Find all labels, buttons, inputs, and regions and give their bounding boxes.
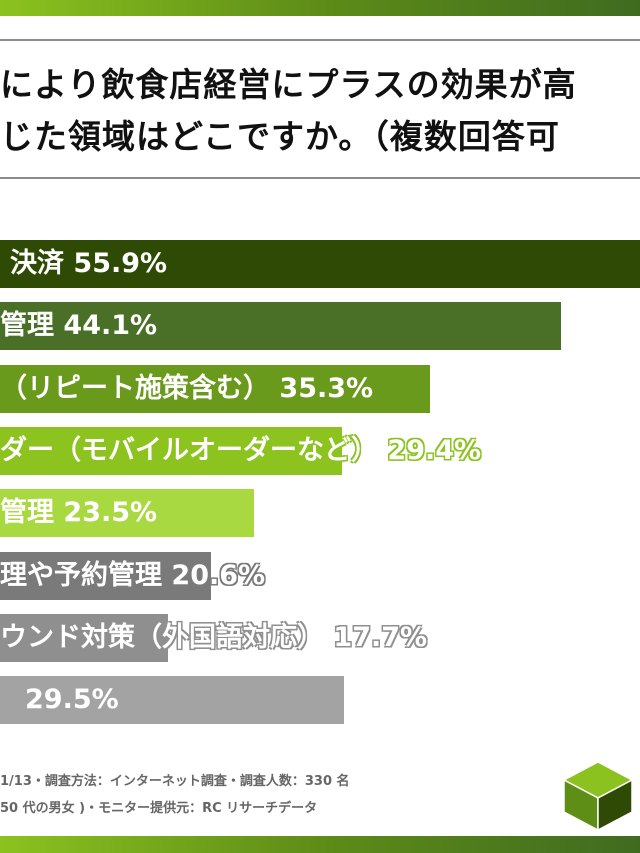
cube-logo-icon (562, 761, 634, 832)
category-label: ウンド対策（外国語対応） (0, 622, 334, 653)
bar-label: 理や予約管理 20.6% (0, 552, 265, 600)
category-label: （リピート施策含む） (0, 373, 280, 404)
bar-label: 管理 44.1% (0, 302, 157, 350)
bar-label: ダー（モバイルオーダーなど） 29.4% (0, 427, 481, 475)
bar (0, 302, 562, 350)
value-label: 44.1% (63, 310, 158, 341)
bar (0, 676, 344, 724)
value-label: 35.3% (279, 373, 374, 404)
bar-label: 管理 23.5% (0, 489, 157, 537)
bar (0, 240, 640, 288)
title-top-rule (0, 39, 640, 41)
top-accent-bar (0, 0, 640, 16)
value-label: 17.7% (333, 622, 428, 653)
footer-line-2: 50 代の男女 )・モニター提供元：RC リサーチデータ (0, 801, 318, 816)
footer-line-1: 1/13・調査方法：インターネット調査・調査人数：330 名 (0, 774, 350, 789)
bottom-accent-bar (0, 836, 640, 853)
chart-title-line-1: により飲食店経営にプラスの効果が高 (0, 65, 577, 104)
value-label: 29.4% (387, 435, 482, 466)
category-label: ダー（モバイルオーダーなど） (0, 435, 388, 466)
bar (0, 365, 430, 413)
value-label: 23.5% (63, 497, 158, 528)
value-label: 29.5% (25, 684, 119, 715)
bar (0, 427, 343, 475)
category-label: 管理 (0, 497, 64, 528)
category-label: 理や予約管理 (0, 560, 172, 591)
title-bottom-rule (0, 177, 640, 179)
bar-label: 29.5% (25, 676, 119, 724)
bar (0, 552, 211, 600)
bar-label: （リピート施策含む） 35.3% (0, 365, 373, 413)
bar (0, 614, 168, 662)
category-label: 管理 (0, 310, 64, 341)
bar-label: 決済 55.9% (10, 240, 167, 288)
value-label: 55.9% (73, 248, 168, 279)
bar (0, 489, 255, 537)
chart-title-line-2: じた領域はどこですか。（複数回答可 (0, 117, 560, 156)
category-label: 決済 (10, 248, 74, 279)
bar-label: ウンド対策（外国語対応） 17.7% (0, 614, 427, 662)
value-label: 20.6% (171, 560, 266, 591)
